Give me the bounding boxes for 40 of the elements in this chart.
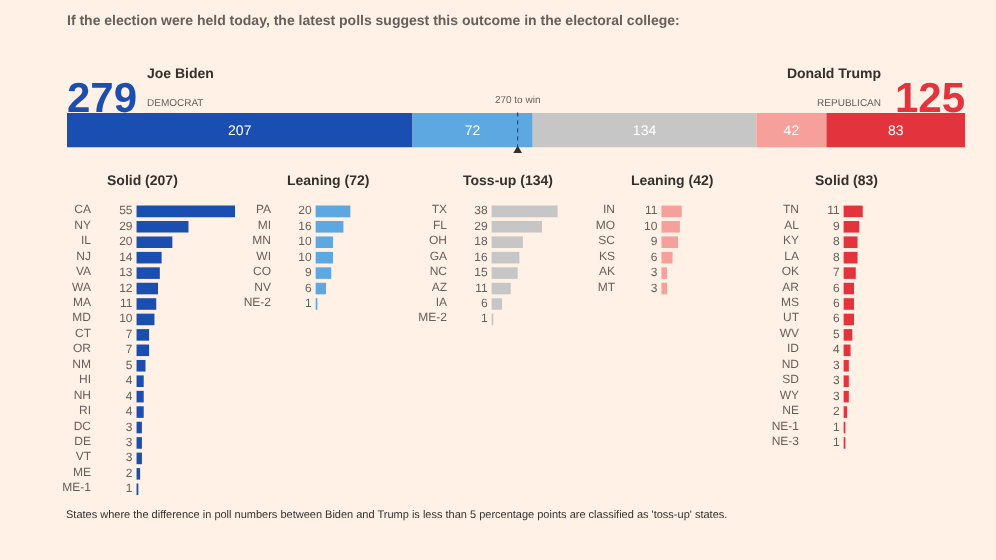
bar — [315, 205, 351, 218]
bar — [661, 267, 667, 279]
bar — [843, 205, 863, 218]
bar — [661, 251, 673, 264]
bar — [843, 251, 858, 264]
bar — [136, 251, 162, 264]
bar — [412, 113, 533, 148]
bar — [756, 113, 827, 148]
bar — [136, 437, 142, 449]
bar — [136, 267, 160, 279]
bar — [136, 390, 144, 403]
bar — [136, 406, 144, 418]
bar — [491, 267, 518, 279]
bar — [661, 282, 667, 295]
bar — [843, 329, 853, 341]
bar — [315, 251, 333, 264]
bar — [843, 390, 849, 403]
bar — [843, 313, 855, 326]
bar — [136, 282, 159, 295]
bar — [136, 298, 157, 310]
annotation: 279 — [67, 75, 138, 122]
annotation: 125 — [894, 75, 966, 122]
bar — [315, 267, 332, 279]
bar — [491, 205, 558, 218]
bar — [136, 329, 150, 341]
bar — [491, 251, 520, 264]
bar — [532, 113, 757, 148]
bar — [826, 113, 965, 148]
bar — [843, 282, 855, 295]
bar — [315, 282, 327, 295]
bar — [843, 344, 851, 357]
bar — [661, 205, 682, 218]
bar — [491, 298, 503, 310]
bar — [843, 267, 856, 279]
bar — [136, 205, 236, 218]
bar — [136, 313, 155, 326]
bar — [67, 113, 413, 148]
bar — [843, 298, 855, 310]
bar — [136, 344, 150, 357]
bar — [491, 282, 511, 295]
